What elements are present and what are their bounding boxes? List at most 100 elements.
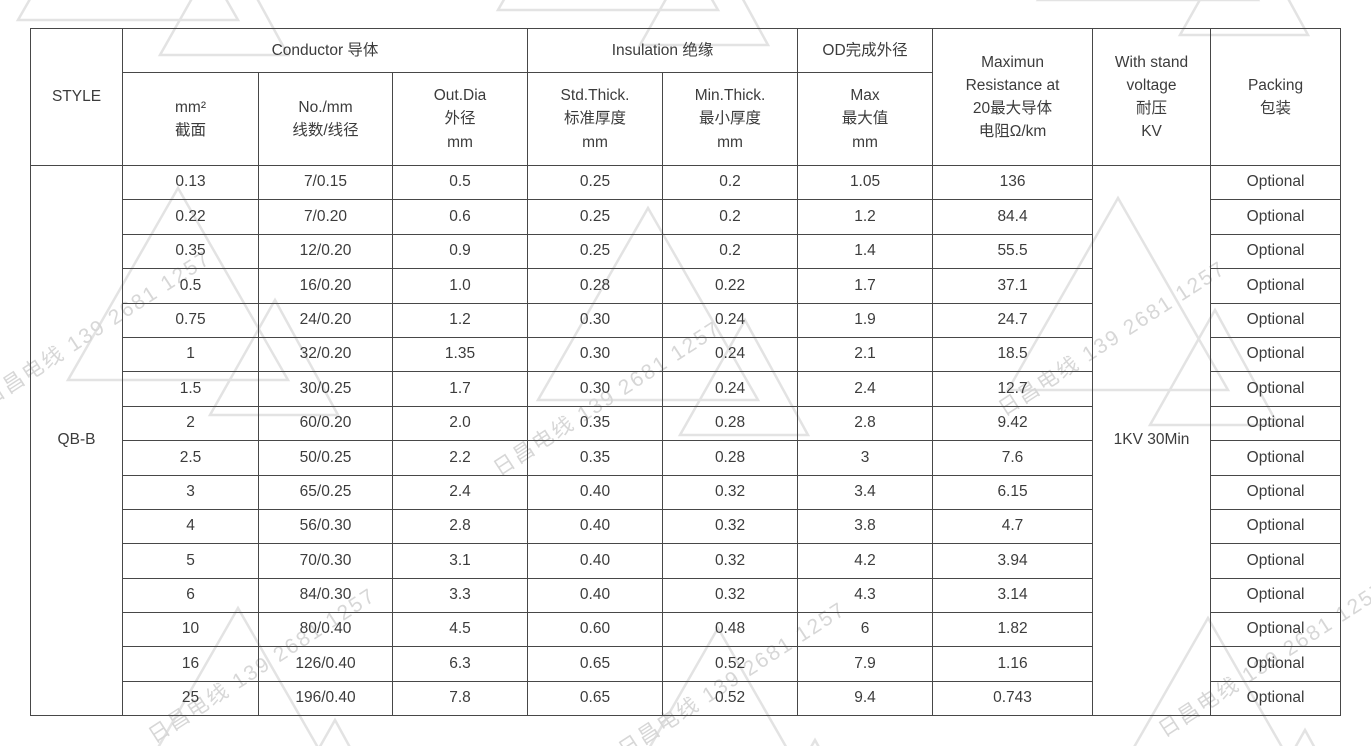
header-od-group: OD完成外径 [797,28,934,73]
cell-no-mm: 60/0.20 [258,405,393,442]
cell-resistance: 84.4 [932,199,1094,235]
table-row: 16 126/0.40 6.3 0.65 0.52 7.9 1.16 Optional [31,646,1342,682]
cell-mm2: 0.75 [122,302,259,338]
cell-min-thick: 0.2 [662,233,799,270]
cell-od-max: 1.4 [797,233,934,270]
header-no-mm: No./mm 线数/线径 [258,72,393,166]
cell-std-thick: 0.25 [527,233,664,270]
table-row: 2.5 50/0.25 2.2 0.35 0.28 3 7.6 Optional [31,440,1342,476]
cell-std-thick: 0.65 [527,680,664,717]
table-body: QB-B 0.13 7/0.15 0.5 0.25 0.2 1.05 136 1KV 30Min… [30,164,1342,717]
cell-resistance: 7.6 [932,440,1094,476]
table-row: 1.5 30/0.25 1.7 0.30 0.24 2.4 12.7 Optional [31,371,1342,407]
cell-resistance: 37.1 [932,268,1094,304]
cell-out-dia: 0.6 [391,199,529,235]
cell-resistance: 3.14 [932,577,1094,614]
cell-packing: Optional [1210,199,1342,235]
cell-packing: Optional [1210,508,1342,545]
header-resistance: Maximun Resistance at 20最大导体 电阻Ω/km [932,28,1094,166]
cell-packing: Optional [1210,371,1342,407]
cell-min-thick: 0.28 [662,405,799,442]
cell-mm2: 0.5 [122,268,259,304]
cell-packing: Optional [1210,405,1342,442]
cell-min-thick: 0.48 [662,612,799,648]
cell-od-max: 2.1 [797,336,934,373]
cell-std-thick: 0.28 [527,268,664,304]
style-value-cell: QB-B [30,164,123,717]
cell-std-thick: 0.25 [527,199,664,235]
cell-min-thick: 0.52 [662,646,799,682]
cell-mm2: 0.22 [122,199,259,235]
cell-packing: Optional [1210,646,1342,682]
cell-mm2: 5 [122,543,259,579]
cell-std-thick: 0.35 [527,405,664,442]
header-out-dia: Out.Dia 外径 mm [391,72,529,166]
header-od-max: Max 最大值 mm [797,72,934,166]
cell-resistance: 136 [932,164,1094,201]
cell-no-mm: 16/0.20 [258,268,393,304]
cell-std-thick: 0.30 [527,302,664,338]
cell-resistance: 9.42 [932,405,1094,442]
cell-std-thick: 0.40 [527,543,664,579]
cell-od-max: 6 [797,612,934,648]
table-row: 2 60/0.20 2.0 0.35 0.28 2.8 9.42 Optional [31,405,1342,442]
cell-no-mm: 7/0.15 [258,164,393,201]
table-row: 3 65/0.25 2.4 0.40 0.32 3.4 6.15 Optional [31,474,1342,510]
cell-resistance: 12.7 [932,371,1094,407]
cell-mm2: 0.13 [122,164,259,201]
cell-resistance: 1.16 [932,646,1094,682]
cell-resistance: 55.5 [932,233,1094,270]
cell-od-max: 4.2 [797,543,934,579]
cell-out-dia: 2.8 [391,508,529,545]
cell-out-dia: 1.0 [391,268,529,304]
header-sub-row: mm² 截面 No./mm 线数/线径 Out.Dia 外径 mm Std.Th… [31,72,1341,166]
cell-resistance: 1.82 [932,612,1094,648]
cell-od-max: 2.4 [797,371,934,407]
cell-resistance: 18.5 [932,336,1094,373]
cell-out-dia: 3.3 [391,577,529,614]
cell-out-dia: 1.35 [391,336,529,373]
table-row: 1 32/0.20 1.35 0.30 0.24 2.1 18.5 Optional [31,336,1342,373]
header-insulation-group: Insulation 绝缘 [527,28,799,73]
cell-std-thick: 0.40 [527,474,664,510]
cell-packing: Optional [1210,680,1342,717]
cell-min-thick: 0.24 [662,336,799,373]
cell-od-max: 1.7 [797,268,934,304]
cell-resistance: 0.743 [932,680,1094,717]
withstand-value-cell: 1KV 30Min [1092,164,1212,717]
cell-no-mm: 30/0.25 [258,371,393,407]
cell-no-mm: 12/0.20 [258,233,393,270]
cell-mm2: 25 [122,680,259,717]
cell-mm2: 1.5 [122,371,259,407]
cell-min-thick: 0.24 [662,302,799,338]
cell-out-dia: 1.2 [391,302,529,338]
table-row: 0.22 7/0.20 0.6 0.25 0.2 1.2 84.4 Optional [31,199,1342,235]
cell-out-dia: 1.7 [391,371,529,407]
cell-no-mm: 65/0.25 [258,474,393,510]
cell-min-thick: 0.32 [662,577,799,614]
cell-resistance: 6.15 [932,474,1094,510]
cell-min-thick: 0.24 [662,371,799,407]
cell-packing: Optional [1210,233,1342,270]
cell-min-thick: 0.52 [662,680,799,717]
cell-out-dia: 0.5 [391,164,529,201]
table-row: 0.75 24/0.20 1.2 0.30 0.24 1.9 24.7 Optional [31,302,1342,338]
cell-out-dia: 6.3 [391,646,529,682]
table-row: 10 80/0.40 4.5 0.60 0.48 6 1.82 Optional [31,612,1342,648]
cell-resistance: 4.7 [932,508,1094,545]
cell-od-max: 2.8 [797,405,934,442]
cell-mm2: 6 [122,577,259,614]
cell-std-thick: 0.65 [527,646,664,682]
cell-no-mm: 80/0.40 [258,612,393,648]
table-row: 0.5 16/0.20 1.0 0.28 0.22 1.7 37.1 Optional [31,268,1342,304]
cell-od-max: 3.8 [797,508,934,545]
cell-out-dia: 7.8 [391,680,529,717]
header-conductor-group: Conductor 导体 [121,28,529,73]
header-std-thick: Std.Thick. 标准厚度 mm [527,72,664,166]
cell-std-thick: 0.30 [527,371,664,407]
cell-resistance: 24.7 [932,302,1094,338]
cell-no-mm: 196/0.40 [258,680,393,717]
header-packing: Packing 包装 [1210,28,1342,166]
table-row: 25 196/0.40 7.8 0.65 0.52 9.4 0.743 Optional [31,680,1342,717]
